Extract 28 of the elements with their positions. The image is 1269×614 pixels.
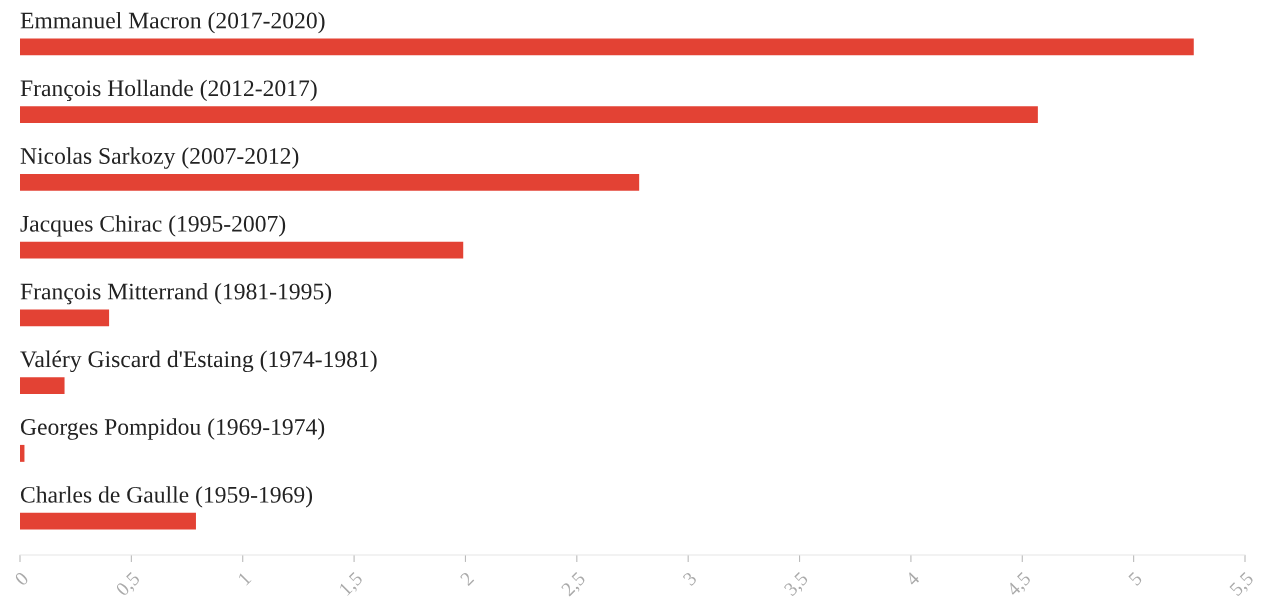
y-tick-label: Charles de Gaulle (1959-1969) [20, 486, 313, 508]
y-tick-label: Nicolas Sarkozy (2007-2012) [20, 147, 299, 169]
bar [20, 173, 640, 191]
x-tick-label: 3 [682, 571, 698, 587]
x-tick-label: 2,5 [560, 571, 588, 599]
x-tick-label: 2 [459, 571, 475, 587]
bar [20, 106, 1038, 124]
y-tick-label: François Mitterrand (1981-1995) [20, 282, 332, 305]
y-tick-label: Jacques Chirac (1995-2007) [20, 215, 286, 237]
bar [20, 512, 196, 530]
bar [20, 309, 110, 327]
x-tick-label: 5,5 [1229, 571, 1257, 599]
x-tick-label: 1,5 [338, 571, 366, 598]
x-tick-label: 0 [14, 571, 30, 587]
x-tick-label: 4,5 [1005, 571, 1034, 599]
y-tick-label: François Hollande (2012-2017) [20, 79, 317, 102]
bar [20, 241, 464, 259]
bar [20, 444, 25, 462]
y-tick-label: Valéry Giscard d'Estaing (1974-1981) [20, 350, 377, 373]
x-tick-label: 1 [237, 571, 252, 586]
y-tick-label: Emmanuel Macron (2017-2020) [20, 11, 325, 34]
x-tick-label: 3,5 [783, 571, 811, 599]
x-tick-label: 5 [1128, 571, 1143, 587]
x-tick-label: 0,5 [115, 571, 143, 599]
bar [20, 38, 1194, 56]
x-tick-label: 4 [904, 570, 921, 587]
bar [20, 377, 65, 395]
y-tick-label: Georges Pompidou (1969-1974) [20, 418, 325, 440]
